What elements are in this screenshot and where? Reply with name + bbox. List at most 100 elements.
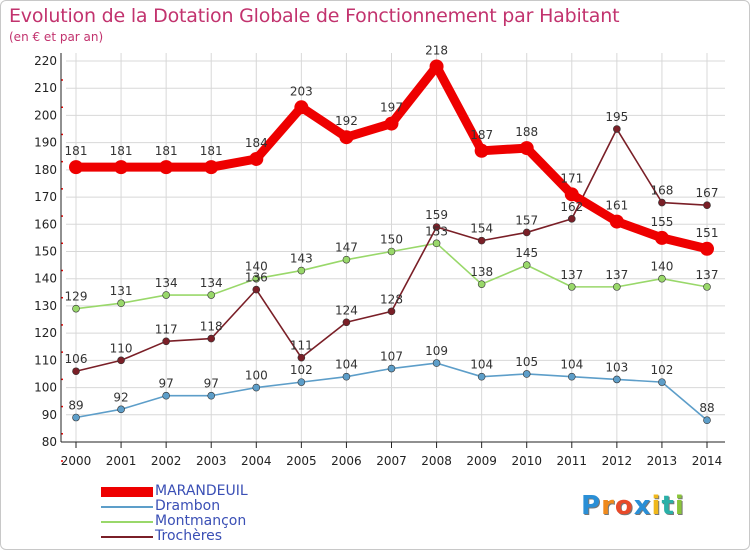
- point-trocheres: [703, 201, 711, 210]
- data-label-montmancon: 134: [200, 276, 223, 290]
- legend-label: Trochères: [155, 528, 223, 544]
- point-trocheres: [297, 353, 306, 362]
- data-label-drambon: 88: [699, 401, 714, 415]
- data-label-trocheres: 136: [245, 271, 268, 285]
- point-drambon: [432, 359, 441, 367]
- data-label-montmancon: 140: [245, 260, 268, 274]
- data-label-marandeuil: 181: [155, 144, 178, 158]
- axes: 8090100110120130140150160170180190200210…: [34, 53, 725, 468]
- logo-letter: P: [581, 491, 602, 521]
- data-label-drambon: 97: [204, 377, 219, 391]
- point-marandeuil: [114, 160, 129, 175]
- point-montmancon: [207, 291, 216, 299]
- data-label-drambon: 104: [335, 358, 358, 372]
- data-label-montmancon: 140: [650, 260, 673, 274]
- data-label-montmancon: 147: [335, 241, 358, 255]
- x-tick-label: 2007: [376, 454, 407, 468]
- proxiti-logo: Proxiti: [581, 491, 685, 521]
- x-tick-label: 2001: [106, 454, 137, 468]
- data-label-trocheres: 162: [560, 200, 583, 214]
- data-label-trocheres: 118: [200, 320, 223, 334]
- point-marandeuil: [429, 59, 444, 74]
- y-tick-label: 190: [34, 136, 57, 150]
- y-tick-label: 180: [34, 163, 57, 177]
- logo-letter: x: [633, 491, 652, 521]
- logo-letter: t: [661, 491, 675, 521]
- point-montmancon: [522, 261, 531, 269]
- data-label-montmancon: 134: [155, 276, 178, 290]
- data-label-marandeuil: 188: [515, 125, 538, 139]
- data-label-drambon: 104: [470, 358, 493, 372]
- y-tick-label: 210: [34, 81, 57, 95]
- point-drambon: [387, 364, 396, 373]
- point-drambon: [613, 375, 621, 384]
- data-label-marandeuil: 187: [470, 128, 493, 142]
- data-label-montmancon: 150: [380, 233, 403, 247]
- y-tick-label: 120: [34, 326, 57, 340]
- legend-label: MARANDEUIL: [155, 483, 248, 499]
- x-tick-label: 2003: [196, 454, 227, 468]
- point-trocheres: [477, 236, 486, 245]
- data-label-marandeuil: 181: [200, 144, 223, 158]
- point-drambon: [658, 378, 666, 386]
- x-tick-label: 2000: [61, 454, 92, 468]
- data-label-drambon: 92: [113, 390, 128, 404]
- point-trocheres: [567, 215, 576, 223]
- point-marandeuil: [609, 214, 624, 229]
- data-label-montmancon: 131: [110, 284, 133, 298]
- point-montmancon: [162, 291, 170, 299]
- data-label-marandeuil: 218: [425, 43, 448, 57]
- logo-letter: o: [614, 491, 634, 521]
- data-label-trocheres: 167: [696, 186, 719, 200]
- point-drambon: [567, 372, 576, 381]
- point-trocheres: [658, 198, 666, 207]
- point-drambon: [477, 372, 486, 381]
- data-label-montmancon: 137: [696, 268, 719, 282]
- point-marandeuil: [69, 160, 83, 175]
- data-label-drambon: 89: [68, 399, 83, 413]
- legend-swatch-drambon: [101, 506, 153, 508]
- data-label-marandeuil: 192: [335, 114, 358, 128]
- point-drambon: [117, 405, 125, 414]
- point-drambon: [162, 391, 170, 400]
- data-label-montmancon: 137: [605, 268, 628, 282]
- point-trocheres: [72, 367, 80, 376]
- data-label-trocheres: 168: [650, 184, 673, 198]
- point-montmancon: [613, 283, 621, 291]
- x-tick-label: 2010: [511, 454, 542, 468]
- data-label-marandeuil: 203: [290, 84, 313, 98]
- point-montmancon: [387, 247, 396, 256]
- point-montmancon: [252, 274, 261, 283]
- data-label-trocheres: 195: [605, 110, 628, 124]
- point-marandeuil: [204, 160, 219, 175]
- y-tick-label: 220: [34, 54, 57, 68]
- data-label-trocheres: 106: [65, 352, 88, 366]
- point-montmancon: [658, 274, 666, 283]
- data-label-marandeuil: 181: [110, 144, 133, 158]
- point-montmancon: [703, 283, 711, 291]
- point-montmancon: [297, 266, 306, 275]
- data-label-marandeuil: 171: [560, 171, 583, 185]
- point-marandeuil: [474, 143, 489, 158]
- point-marandeuil: [249, 151, 264, 166]
- y-tick-label: 170: [34, 190, 57, 204]
- data-label-drambon: 103: [605, 360, 628, 374]
- legend-swatch-marandeuil: [101, 487, 153, 497]
- data-label-drambon: 102: [290, 363, 313, 377]
- point-drambon: [72, 413, 80, 422]
- legend-label: Montmançon: [155, 513, 247, 529]
- point-montmancon: [72, 304, 80, 313]
- legend-swatch-trocheres: [101, 536, 153, 538]
- y-tick-label: 130: [34, 299, 57, 313]
- data-label-marandeuil: 197: [380, 101, 403, 115]
- point-trocheres: [432, 223, 441, 231]
- data-label-montmancon: 138: [470, 265, 493, 279]
- logo-letter: i: [674, 491, 685, 521]
- y-tick-label: 160: [34, 217, 57, 231]
- x-tick-label: 2004: [241, 454, 272, 468]
- point-drambon: [522, 370, 531, 378]
- data-label-drambon: 107: [380, 350, 403, 364]
- chart-title: Evolution de la Dotation Globale de Fonc…: [9, 5, 620, 27]
